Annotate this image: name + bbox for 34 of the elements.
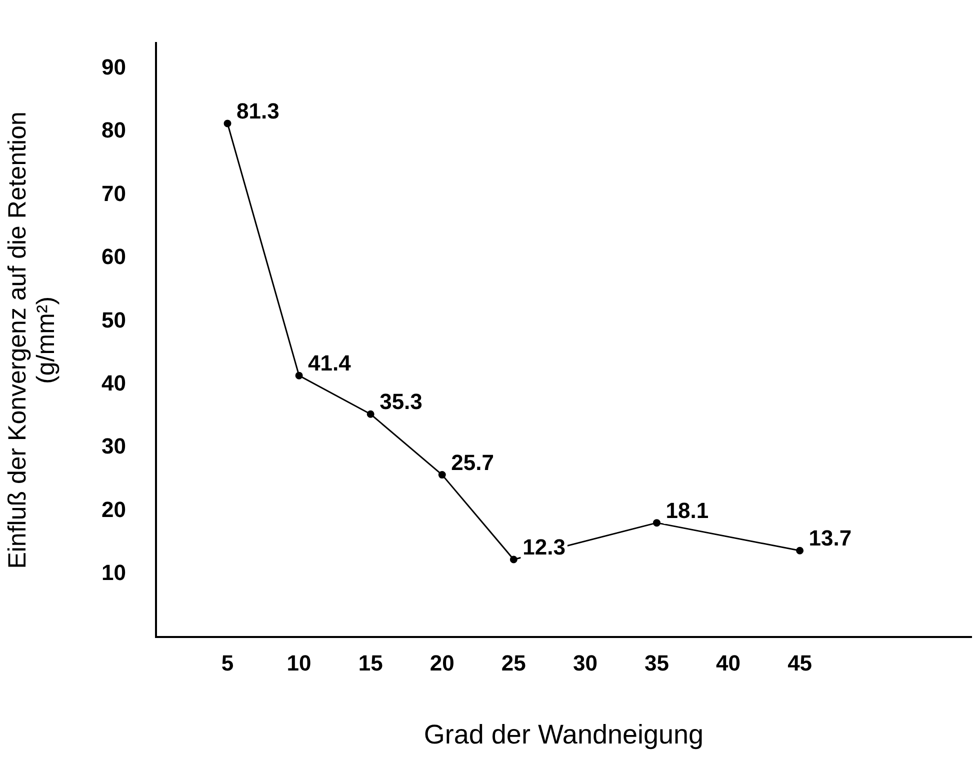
y-tick-label: 90 [101,54,126,80]
y-tick-label: 30 [101,434,126,459]
x-axis-title: Grad der Wandneigung [424,719,704,750]
point [366,410,374,418]
y-tick-label: 40 [101,370,126,396]
data-label: 25.7 [451,450,494,475]
x-tick-label: 10 [286,650,312,676]
point [652,519,660,527]
y-tick-label: 10 [101,560,126,586]
y-tick-label: 60 [101,244,126,270]
data-label: 35.3 [380,389,422,414]
point [510,556,518,564]
y-tick-label: 20 [101,496,126,522]
x-tick-label: 30 [572,650,598,676]
data-label: 81.3 [236,98,280,124]
x-tick-label: 40 [716,650,741,676]
y-tick-label: 80 [101,118,126,143]
data-label: 41.4 [308,350,352,376]
x-tick-label: 45 [788,650,812,676]
point [796,546,804,554]
data-label: 18.1 [666,498,709,523]
point [438,471,446,479]
y-tick-label: 70 [101,180,126,206]
y-axis-title: Einfluß der Konvergenz auf die Retention (g/mm²) [3,112,60,569]
x-tick-label: 25 [501,650,526,676]
data-label: 12.3 [522,534,566,560]
point [295,372,303,380]
x-tick-label: 20 [430,650,454,676]
x-tick-label: 15 [358,650,383,676]
point [224,120,232,128]
x-tick-label: 35 [644,650,669,676]
x-tick-label: 5 [221,650,234,676]
y-tick-label: 50 [101,307,126,332]
data-label: 13.7 [808,526,852,551]
